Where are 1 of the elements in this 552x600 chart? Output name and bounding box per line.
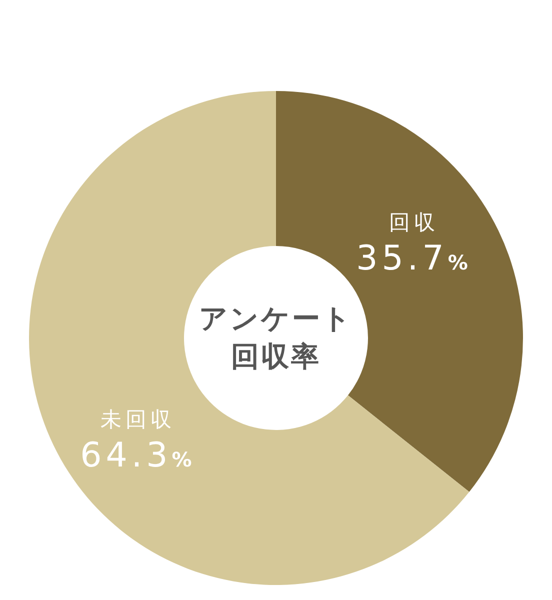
title: アンケート回収率 — [198, 301, 354, 375]
